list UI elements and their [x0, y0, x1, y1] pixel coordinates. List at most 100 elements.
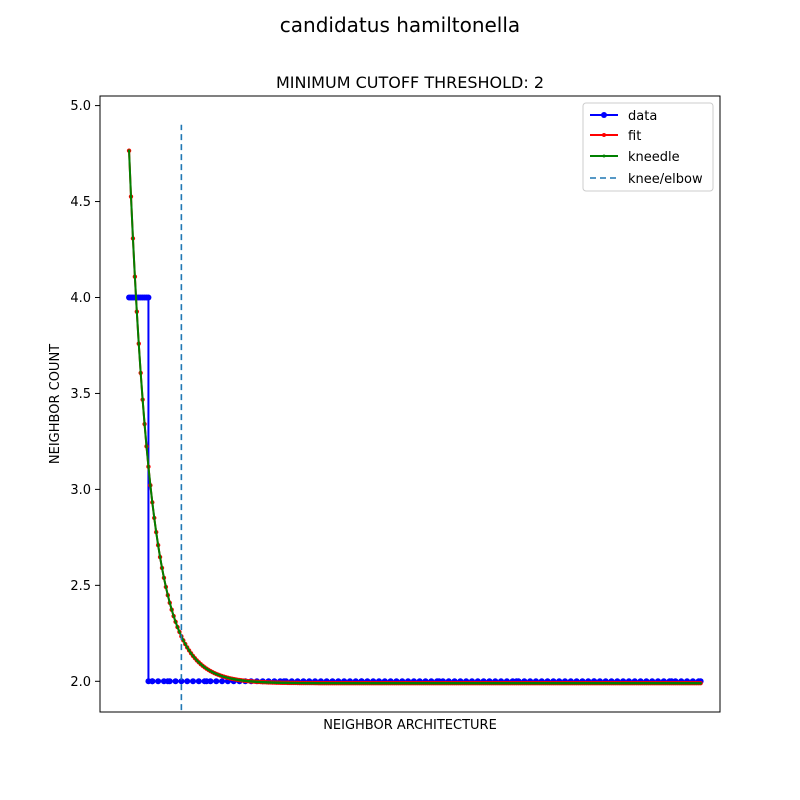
- kneedle-point: [672, 681, 675, 685]
- kneedle-point: [676, 681, 679, 685]
- kneedle-point: [693, 681, 697, 685]
- data-point: [190, 678, 196, 685]
- kneedle-point: [643, 681, 646, 685]
- kneedle-point: [633, 681, 637, 685]
- kneedle-point: [152, 516, 156, 520]
- kneedle-point: [600, 681, 604, 685]
- kneedle-point: [189, 652, 193, 655]
- series-kneedle: [127, 149, 702, 685]
- kneedle-point: [625, 681, 629, 685]
- kneedle-point: [519, 681, 522, 685]
- kneedle-point: [296, 681, 299, 685]
- kneedle-point: [635, 681, 638, 685]
- kneedle-point: [327, 681, 330, 685]
- kneedle-point: [650, 681, 654, 685]
- kneedle-point: [631, 681, 635, 685]
- kneedle-point: [164, 585, 168, 589]
- series-line: [128, 150, 701, 685]
- y-axis-label: NEIGHBOR COUNT: [48, 344, 63, 464]
- kneedle-point: [350, 681, 354, 685]
- data-point: [155, 678, 162, 685]
- kneedle-point: [689, 681, 693, 685]
- kneedle-point: [319, 681, 323, 685]
- kneedle-point: [492, 681, 495, 685]
- kneedle-point: [387, 681, 390, 685]
- kneedle-point: [195, 659, 199, 662]
- kneedle-point: [418, 681, 421, 685]
- kneedle-point: [317, 681, 321, 685]
- kneedle-point: [455, 681, 458, 685]
- kneedle-point: [284, 681, 288, 685]
- kneedle-point: [641, 681, 644, 685]
- kneedle-point: [552, 681, 555, 685]
- kneedle-point: [391, 681, 394, 685]
- kneedle-point: [166, 593, 170, 597]
- kneedle-point: [678, 681, 681, 685]
- kneedle-point: [240, 679, 243, 682]
- kneedle-point: [612, 681, 615, 685]
- y-tick-label: 4.5: [70, 195, 91, 210]
- kneedle-point: [524, 681, 528, 685]
- kneedle-point: [185, 646, 189, 649]
- kneedle-point: [515, 681, 518, 685]
- kneedle-point: [352, 681, 356, 685]
- kneedle-point: [399, 681, 402, 685]
- kneedle-point: [276, 681, 280, 684]
- kneedle-point: [585, 681, 588, 685]
- kneedle-point: [559, 681, 563, 685]
- kneedle-point: [623, 681, 627, 685]
- kneedle-point: [294, 681, 297, 685]
- kneedle-point: [170, 608, 173, 611]
- y-tick-label: 2.5: [70, 579, 91, 594]
- kneedle-point: [662, 681, 666, 685]
- series-fit: [126, 148, 703, 686]
- data-point: [184, 678, 191, 685]
- kneedle-point: [304, 681, 307, 685]
- kneedle-point: [480, 681, 483, 685]
- kneedle-point: [428, 681, 431, 685]
- kneedle-point: [397, 681, 400, 685]
- kneedle-point: [606, 681, 609, 685]
- legend-label-fit: fit: [628, 129, 641, 144]
- kneedle-point: [377, 681, 381, 685]
- y-tick-label: 5.0: [70, 99, 91, 114]
- kneedle-point: [687, 681, 691, 685]
- kneedle-point: [311, 681, 315, 685]
- kneedle-point: [135, 310, 139, 313]
- kneedle-point: [590, 681, 594, 685]
- kneedle-point: [658, 681, 662, 685]
- kneedle-point: [683, 681, 687, 685]
- kneedle-point: [278, 681, 282, 685]
- kneedle-point: [526, 681, 530, 685]
- kneedle-point: [567, 681, 571, 685]
- data-point: [145, 294, 152, 301]
- kneedle-point: [495, 681, 499, 685]
- data-point: [207, 678, 214, 685]
- kneedle-point: [470, 681, 474, 685]
- kneedle-point: [499, 681, 503, 685]
- kneedle-point: [608, 681, 611, 685]
- kneedle-point: [288, 681, 292, 685]
- kneedle-point: [410, 681, 414, 685]
- kneedle-point: [561, 681, 565, 685]
- kneedle-point: [474, 681, 478, 685]
- kneedle-point: [406, 681, 410, 685]
- kneedle-point: [445, 681, 449, 685]
- kneedle-point: [360, 681, 363, 685]
- kneedle-point: [511, 681, 514, 685]
- data-point: [149, 678, 156, 685]
- kneedle-point: [269, 681, 272, 684]
- kneedle-point: [412, 681, 416, 685]
- kneedle-point: [197, 661, 201, 664]
- kneedle-point: [333, 681, 336, 685]
- kneedle-point: [416, 681, 420, 685]
- kneedle-point: [424, 681, 427, 685]
- legend-label-knee: knee/elbow: [628, 172, 703, 187]
- kneedle-point: [557, 681, 561, 685]
- chart-suptitle: candidatus hamiltonella: [280, 13, 520, 37]
- kneedle-point: [245, 679, 249, 683]
- legend-marker-fit: [602, 133, 606, 137]
- kneedle-point: [490, 681, 493, 685]
- kneedle-point: [207, 668, 210, 672]
